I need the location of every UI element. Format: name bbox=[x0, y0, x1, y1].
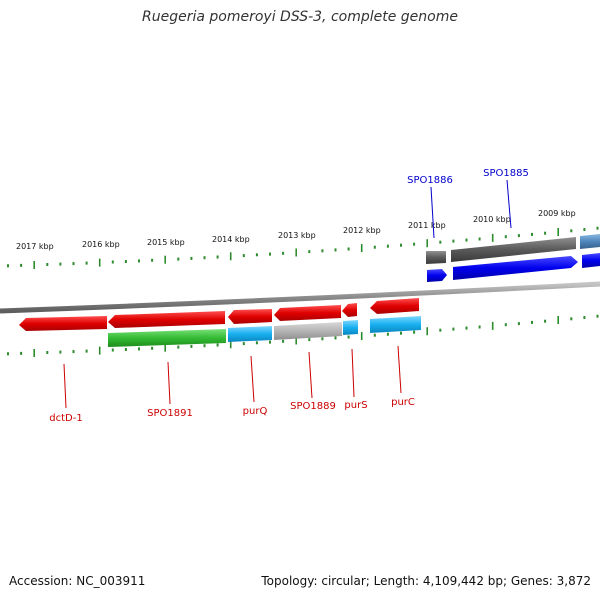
leader-purc bbox=[397, 345, 402, 394]
gene-spo1886[interactable] bbox=[426, 251, 446, 264]
gene-reverse-cyan-2[interactable] bbox=[343, 320, 358, 335]
gene-purq[interactable] bbox=[228, 309, 272, 324]
gene-label-spo1886[interactable]: SPO1886 bbox=[407, 175, 453, 186]
reverse-gene-row-2 bbox=[108, 316, 421, 347]
genome-summary-text: Topology: circular; Length: 4,109,442 bp… bbox=[261, 574, 591, 588]
genome-backbone bbox=[0, 281, 600, 314]
forward-gene-row-1 bbox=[426, 234, 600, 264]
gene-offscreen-forward[interactable] bbox=[580, 234, 600, 249]
inner-tick-ring bbox=[7, 314, 599, 357]
gene-forward-small[interactable] bbox=[427, 269, 447, 282]
map-title: Ruegeria pomeroyi DSS-3, complete genome bbox=[142, 9, 458, 25]
gene-reverse-gray[interactable] bbox=[274, 322, 342, 340]
gene-reverse-cyan-1[interactable] bbox=[228, 326, 272, 342]
leader-dctd-1 bbox=[63, 363, 67, 409]
kbp-label-2015: 2015 kbp bbox=[147, 238, 185, 247]
gene-purc[interactable] bbox=[370, 298, 419, 314]
gene-label-spo1889[interactable]: SPO1889 bbox=[290, 401, 336, 412]
gene-reverse-cyan-3[interactable] bbox=[370, 316, 421, 333]
kbp-label-2013: 2013 kbp bbox=[278, 231, 316, 240]
leader-spo1885 bbox=[506, 179, 512, 229]
kbp-label-2017: 2017 kbp bbox=[16, 242, 54, 251]
kbp-label-2010: 2010 kbp bbox=[473, 215, 511, 224]
gene-spo1891[interactable] bbox=[108, 311, 225, 328]
forward-leader-lines bbox=[430, 179, 512, 239]
gene-purs[interactable] bbox=[342, 303, 357, 317]
reverse-gene-row-1 bbox=[19, 298, 419, 331]
kbp-label-2011: 2011 kbp bbox=[408, 221, 446, 230]
gene-label-spo1885[interactable]: SPO1885 bbox=[483, 168, 529, 179]
leader-purs bbox=[351, 348, 355, 398]
gene-reverse-green[interactable] bbox=[108, 329, 226, 347]
leader-spo1889 bbox=[308, 351, 313, 399]
gene-label-purs[interactable]: purS bbox=[344, 400, 367, 411]
forward-gene-row-2 bbox=[427, 253, 600, 282]
leader-purq bbox=[250, 355, 255, 403]
kbp-label-2009: 2009 kbp bbox=[538, 209, 576, 218]
gene-dctd-1[interactable] bbox=[19, 316, 107, 331]
leader-spo1891 bbox=[167, 361, 171, 405]
gene-label-purq[interactable]: purQ bbox=[243, 406, 268, 417]
gene-offscreen-blue[interactable] bbox=[582, 253, 600, 268]
reverse-leader-lines bbox=[63, 345, 402, 409]
gene-label-dctd-1[interactable]: dctD-1 bbox=[49, 413, 82, 424]
gene-forward-long[interactable] bbox=[453, 256, 578, 280]
leader-spo1886 bbox=[430, 186, 435, 239]
kbp-label-2016: 2016 kbp bbox=[82, 240, 120, 249]
accession-text: Accession: NC_003911 bbox=[9, 574, 146, 588]
gene-label-purc[interactable]: purC bbox=[391, 397, 415, 408]
outer-tick-ring bbox=[7, 226, 599, 269]
gene-spo1885[interactable] bbox=[451, 237, 576, 262]
gene-label-spo1891[interactable]: SPO1891 bbox=[147, 408, 193, 419]
kbp-label-2014: 2014 kbp bbox=[212, 235, 250, 244]
gene-spo1889[interactable] bbox=[274, 305, 341, 321]
kbp-label-2012: 2012 kbp bbox=[343, 226, 381, 235]
